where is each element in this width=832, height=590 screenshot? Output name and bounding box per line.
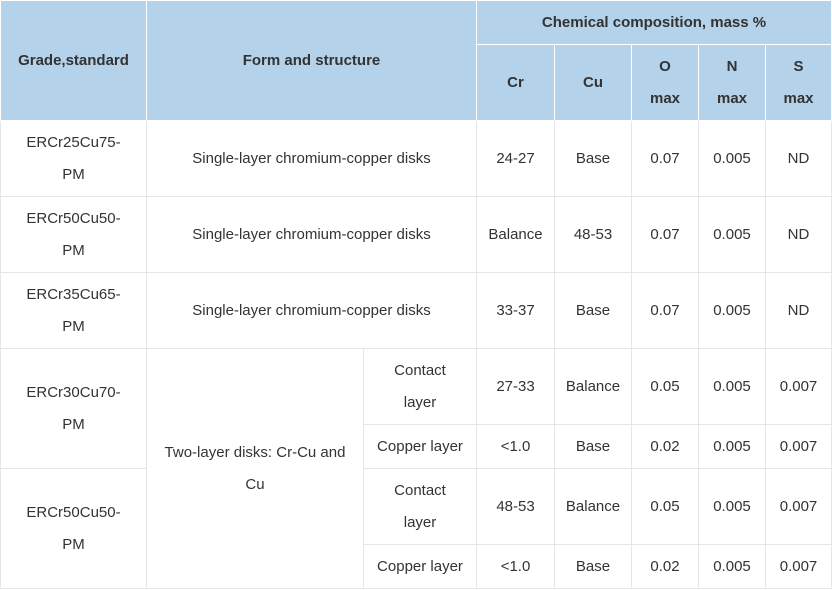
form-cell: Single-layer chromium-copper disks [146,196,477,273]
o-cell: 0.07 [631,120,699,197]
form-cell: Single-layer chromium-copper disks [146,272,477,349]
cr-cell: 48-53 [476,468,555,545]
cu-header: Cu [554,44,632,121]
layer-cell: Contact layer [363,468,477,545]
grade-suffix: PM [62,535,85,553]
o-label: O [659,57,671,75]
grade-suffix: PM [62,317,85,335]
form-text-end: Cu [245,475,265,493]
grade-cell: ERCr30Cu70- PM [0,348,147,469]
layer-cell: Copper layer [363,544,477,589]
grade-text: ERCr50Cu50- [26,209,121,227]
cu-cell: Base [554,272,632,349]
cr-cell: <1.0 [476,544,555,589]
cr-header: Cr [476,44,555,121]
form-header: Form and structure [146,0,477,121]
o-cell: 0.02 [631,424,699,469]
form-text: Two-layer disks: Cr-Cu and [164,443,346,461]
o-cell: 0.05 [631,468,699,545]
grade-cell: ERCr25Cu75- PM [0,120,147,197]
s-cell: 0.007 [764,468,832,545]
s-cell: 0.007 [764,348,832,425]
grade-text: ERCr30Cu70- [26,383,121,401]
n-cell: 0.005 [698,424,766,469]
form-cell: Single-layer chromium-copper disks [146,120,477,197]
cr-cell: <1.0 [476,424,555,469]
cr-cell: 33-37 [476,272,555,349]
form-cell-two-layer: Two-layer disks: Cr-Cu and Cu [146,348,364,589]
layer-text-end: layer [403,513,437,531]
table-row: Copper layer <1.0 Base 0.02 0.005 0.007 [1,544,832,589]
n-label: N [726,57,738,75]
layer-text-end: layer [403,393,437,411]
header-row-top: Grade,standard Form and structure Chemic… [0,0,832,121]
grade-cell: ERCr50Cu50- PM [0,196,147,273]
grade-cell: ERCr35Cu65- PM [0,272,147,349]
o-cell: 0.07 [631,196,699,273]
grade-text: ERCr35Cu65- [26,285,121,303]
grade-cell: ERCr50Cu50- PM [0,468,147,589]
layer-cell: Copper layer [363,424,477,469]
s-label: S [793,57,804,75]
n-cell: 0.005 [698,544,766,589]
o-max-label: max [649,89,681,107]
cu-cell: Base [554,544,632,589]
composition-header: Chemical composition, mass % [475,0,832,45]
layer-cell: Contact layer [363,348,477,425]
s-cell: ND [764,196,832,273]
table-row: ERCr25Cu75- PM Single-layer chromium-copp… [0,120,832,197]
s-cell: ND [764,272,832,349]
grade-suffix: PM [62,241,85,259]
o-cell: 0.02 [631,544,699,589]
s-cell: 0.007 [764,544,832,589]
cu-cell: Balance [554,348,632,425]
o-cell: 0.05 [631,348,699,425]
s-cell: 0.007 [764,424,832,469]
cr-cell: 27-33 [476,348,555,425]
grade-header: Grade,standard [0,0,147,121]
table-row: ERCr35Cu65- PM Single-layer chromium-copp… [0,272,832,349]
cu-cell: 48-53 [554,196,632,273]
n-cell: 0.005 [698,196,766,273]
n-cell: 0.005 [698,120,766,197]
s-cell: ND [764,120,832,197]
cr-cell: Balance [476,196,555,273]
n-cell: 0.005 [698,468,766,545]
layer-text: Contact [394,481,446,499]
n-cell: 0.005 [698,348,766,425]
table-row: ERCr50Cu50- PM Single-layer chromium-copp… [0,196,832,273]
cr-cell: 24-27 [476,120,555,197]
grade-suffix: PM [62,415,85,433]
table-row: ERCr50Cu50- PM Contact layer 48-53 Balance… [0,468,832,589]
table-row: Copper layer <1.0 Base 0.02 0.005 0.007 [1,424,832,469]
n-max-label: max [716,89,748,107]
s-max-label: max [783,89,814,107]
cu-cell: Base [554,120,632,197]
layer-text: Contact [394,361,446,379]
o-cell: 0.07 [631,272,699,349]
grade-text: ERCr50Cu50- [26,503,121,521]
grade-suffix: PM [62,165,85,183]
n-cell: 0.005 [698,272,766,349]
cu-cell: Balance [554,468,632,545]
table-row: ERCr30Cu70- PM Two-layer disks: Cr-Cu and… [0,348,832,589]
cu-cell: Base [554,424,632,469]
grade-text: ERCr25Cu75- [26,133,121,151]
